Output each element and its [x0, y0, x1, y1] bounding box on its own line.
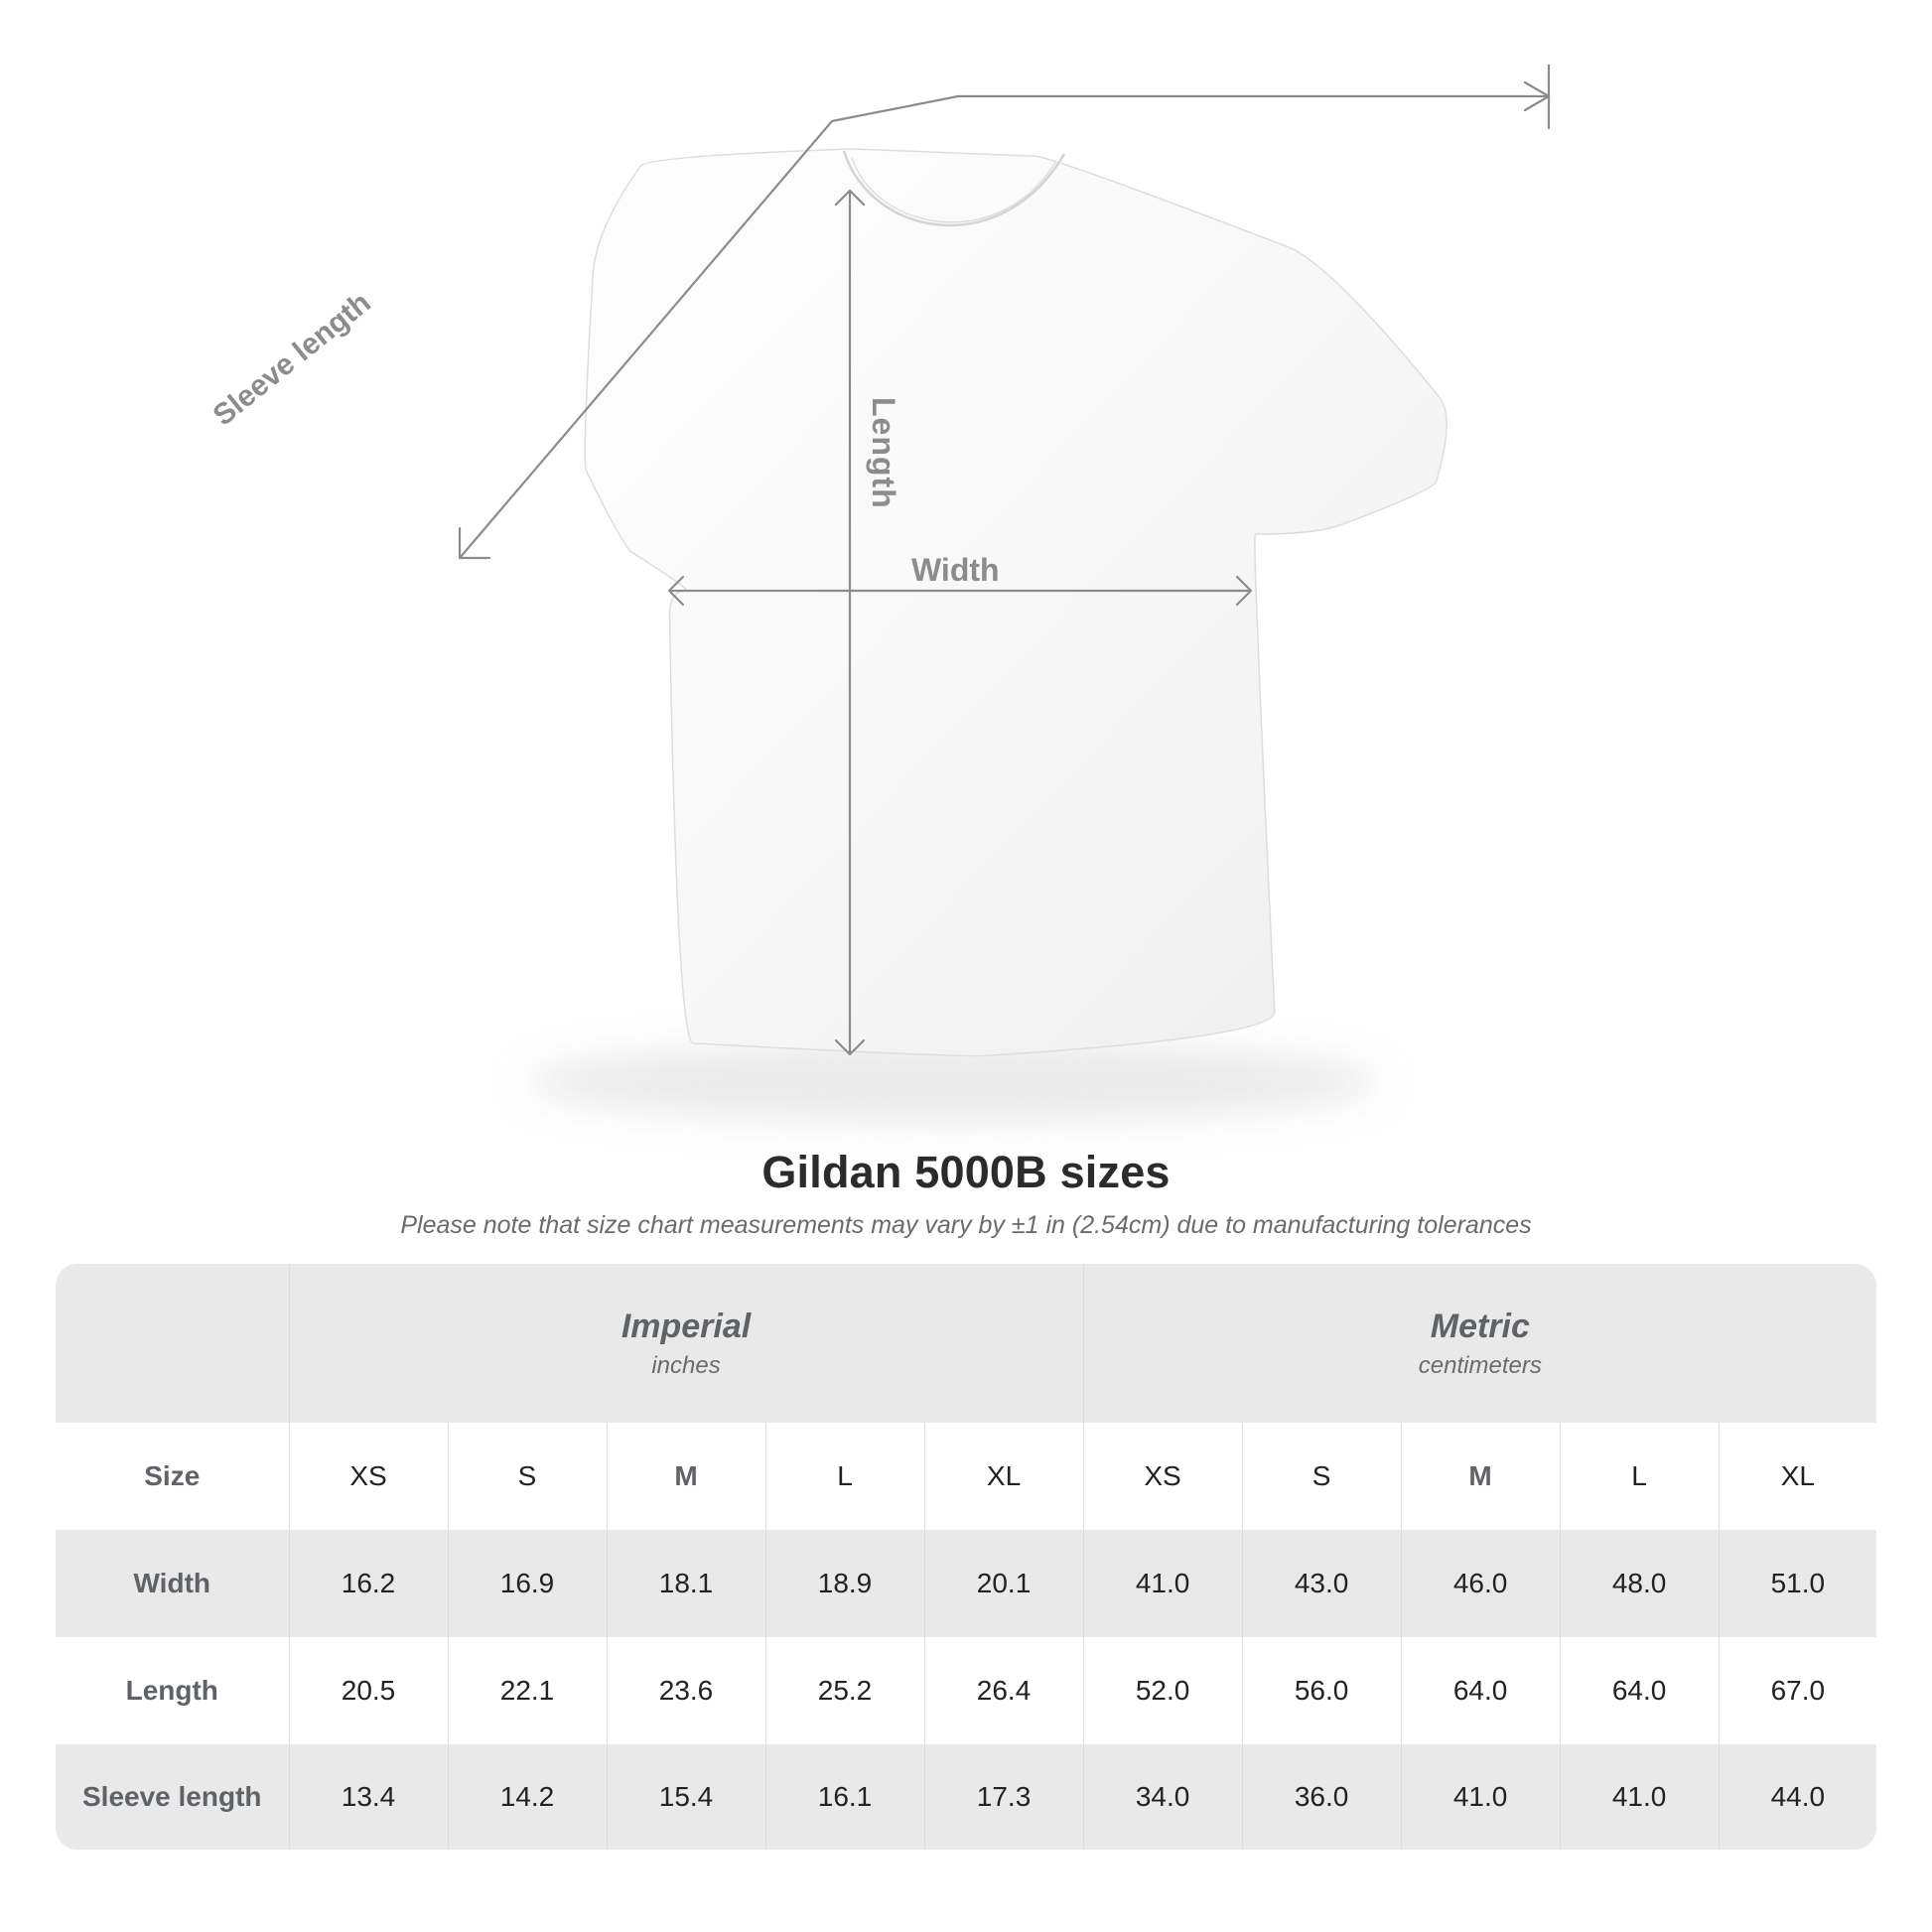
svg-text:Length: Length [866, 397, 901, 509]
svg-text:Width: Width [911, 552, 1000, 588]
svg-text:Sleeve length: Sleeve length [207, 286, 377, 432]
